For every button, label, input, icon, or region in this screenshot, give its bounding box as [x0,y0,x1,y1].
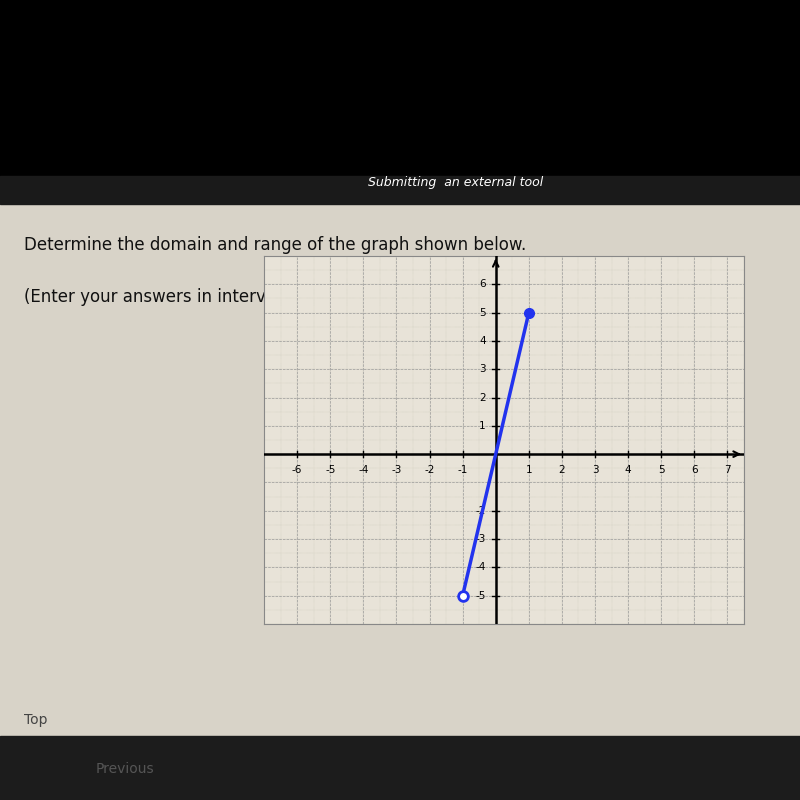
Text: -1: -1 [458,466,468,475]
Text: 7: 7 [724,466,730,475]
Text: Top: Top [24,713,47,727]
Text: 2: 2 [558,466,566,475]
Text: 4: 4 [479,336,486,346]
Bar [0,176,800,204]
Text: 2: 2 [479,393,486,402]
Text: 5: 5 [479,308,486,318]
Text: -6: -6 [292,466,302,475]
Text: 6: 6 [479,279,486,290]
Text: (Enter your answers in interval notation.): (Enter your answers in interval notation… [24,288,366,306]
Text: Previous: Previous [96,762,154,776]
Text: Submitting  an external tool: Submitting an external tool [368,176,544,189]
Text: -5: -5 [325,466,335,475]
Text: Determine the domain and range of the graph shown below.: Determine the domain and range of the gr… [24,236,526,254]
Text: 4: 4 [625,466,631,475]
Bar [0,196,800,800]
Text: 6: 6 [691,466,698,475]
Text: -5: -5 [475,590,486,601]
Text: 5: 5 [658,466,665,475]
Text: -4: -4 [358,466,369,475]
Text: 1: 1 [479,421,486,431]
Text: -2: -2 [475,506,486,516]
Text: -2: -2 [424,466,434,475]
Text: -3: -3 [391,466,402,475]
Bar [0,0,800,196]
Text: -4: -4 [475,562,486,572]
Bar [0,736,800,800]
Text: -3: -3 [475,534,486,544]
Text: 1: 1 [526,466,532,475]
Text: 3: 3 [479,364,486,374]
Text: 3: 3 [592,466,598,475]
